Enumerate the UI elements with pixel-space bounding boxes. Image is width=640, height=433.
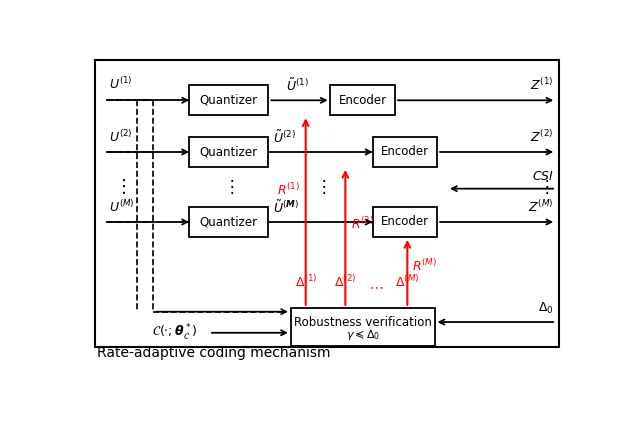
Text: $R^{(M)}$: $R^{(M)}$	[412, 258, 438, 274]
Text: $\tilde{U}^{(\boldsymbol{M})}$: $\tilde{U}^{(\boldsymbol{M})}$	[273, 200, 300, 216]
Text: $\vdots$: $\vdots$	[114, 178, 125, 197]
Bar	[372, 207, 437, 237]
Bar	[95, 60, 559, 347]
Text: $\tilde{U}^{(1)}$: $\tilde{U}^{(1)}$	[285, 78, 308, 94]
Text: Rate-adaptive coding mechanism: Rate-adaptive coding mechanism	[97, 346, 331, 360]
Text: Robustness verification: Robustness verification	[294, 316, 431, 329]
Text: $\mathcal{C}(\cdot;\boldsymbol{\theta}_{\mathcal{C}}^*)$: $\mathcal{C}(\cdot;\boldsymbol{\theta}_{…	[152, 323, 197, 343]
Text: $U^{(1)}$: $U^{(1)}$	[109, 76, 132, 92]
Bar	[189, 137, 269, 167]
Text: $\Delta^{(M)}$: $\Delta^{(M)}$	[395, 274, 420, 290]
Text: $R^{(1)}$: $R^{(1)}$	[276, 182, 300, 198]
Bar	[291, 308, 435, 346]
Text: $\gamma \preceq \Delta_0$: $\gamma \preceq \Delta_0$	[346, 329, 380, 343]
Text: $\Delta_0$: $\Delta_0$	[538, 301, 554, 316]
Text: Quantizer: Quantizer	[200, 216, 258, 229]
Text: Encoder: Encoder	[339, 94, 387, 107]
Text: $\tilde{U}^{(2)}$: $\tilde{U}^{(2)}$	[273, 129, 296, 146]
Bar	[330, 85, 395, 115]
Text: $\cdots$: $\cdots$	[369, 279, 383, 293]
Text: $\vdots$: $\vdots$	[315, 178, 326, 197]
Text: $\vdots$: $\vdots$	[538, 178, 549, 197]
Text: $\Delta^{(1)}$: $\Delta^{(1)}$	[294, 274, 317, 290]
Text: $\Delta^{(2)}$: $\Delta^{(2)}$	[334, 274, 356, 290]
Text: Encoder: Encoder	[381, 145, 429, 158]
Text: Encoder: Encoder	[381, 216, 429, 229]
Text: $U^{(M)}$: $U^{(M)}$	[109, 199, 134, 215]
Bar	[189, 85, 269, 115]
Text: $R^{(2)}$: $R^{(2)}$	[351, 216, 374, 232]
Bar	[189, 207, 269, 237]
Text: Quantizer: Quantizer	[200, 94, 258, 107]
Text: $U^{(2)}$: $U^{(2)}$	[109, 129, 132, 145]
Bar	[372, 137, 437, 167]
Text: $CSI$: $CSI$	[532, 170, 554, 183]
Text: $Z^{(1)}$: $Z^{(1)}$	[531, 77, 554, 93]
Text: $Z^{(2)}$: $Z^{(2)}$	[531, 129, 554, 145]
Text: Quantizer: Quantizer	[200, 145, 258, 158]
Text: $Z^{(M)}$: $Z^{(M)}$	[528, 199, 554, 215]
Text: $\vdots$: $\vdots$	[223, 178, 234, 197]
